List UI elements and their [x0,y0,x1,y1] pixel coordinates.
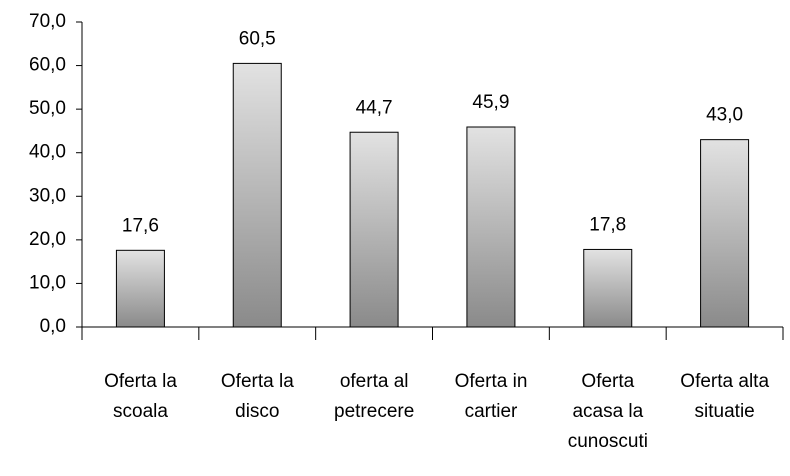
x-tick-label: Oferta acasa la cunoscuti [567,371,648,452]
y-tick-label: 0,0 [40,316,66,337]
y-tick-label: 20,0 [29,229,66,250]
bar [232,62,282,328]
y-tick-label: 70,0 [29,11,66,32]
data-label: 17,6 [122,215,159,236]
bar [466,126,516,328]
x-tick-label: oferta al petrecere [334,371,415,422]
x-tick-label: Oferta in cartier [454,371,528,422]
data-label: 17,8 [589,214,626,235]
y-tick-label: 10,0 [29,272,66,293]
data-label: 44,7 [356,97,393,118]
y-tick-label: 50,0 [29,98,66,119]
x-tick-label: Oferta alta situatie [680,371,770,422]
bar [349,131,399,328]
x-tick-label: Oferta la disco [220,371,294,422]
data-label: 43,0 [706,105,743,126]
y-tick-label: 30,0 [29,185,66,206]
x-tick-label: Oferta la scoala [104,371,177,422]
bar [700,139,750,328]
y-tick-label: 40,0 [29,142,66,163]
bar [583,248,633,328]
y-tick-label: 60,0 [29,55,66,76]
data-label: 45,9 [472,92,509,113]
bar [115,249,165,328]
data-label: 60,5 [239,28,276,49]
